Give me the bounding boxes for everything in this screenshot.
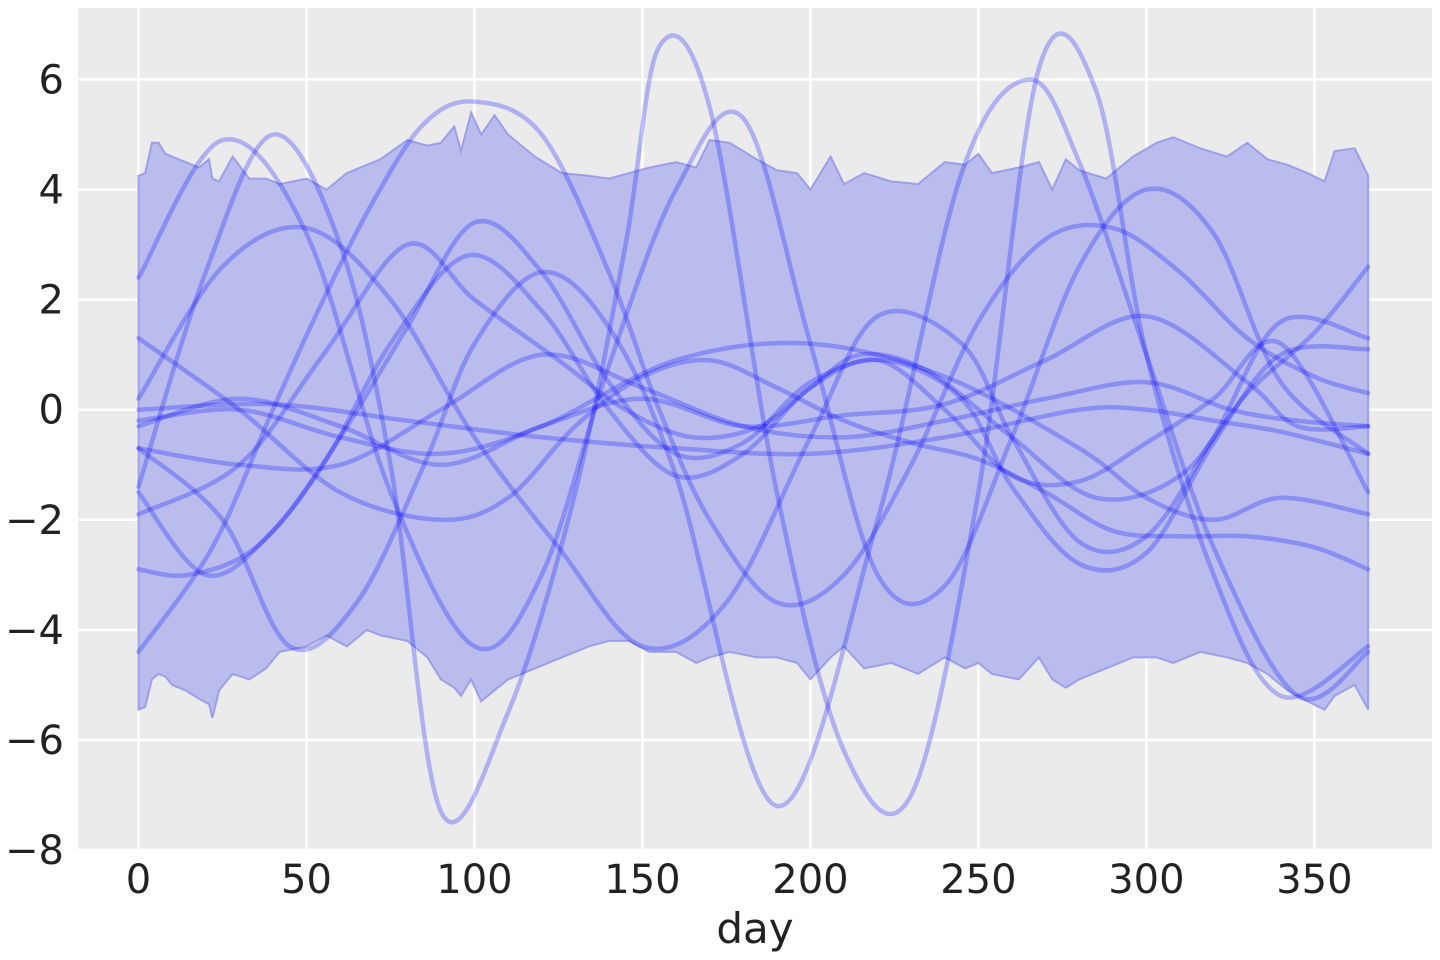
y-tick-label-1: 4 [39,168,64,214]
series-line-5 [136,335,1371,572]
series-line-9 [136,352,1371,472]
series-line-1 [136,99,1371,655]
x-tick-label-2: 100 [436,857,512,903]
x-tick-label-3: 150 [604,857,680,903]
y-tick-label-2: 2 [39,278,64,324]
y-tick-label-7: −8 [5,828,64,874]
tick-labels: 0 50 100 150 200 250 300 350 6 4 2 0 −2 −4 −6 −8 [5,58,1353,903]
series-line-4 [136,224,1371,651]
series-line-3 [136,77,1371,809]
series-line-6 [136,218,1371,578]
x-axis-label: day [716,904,793,953]
y-tick-label-5: −4 [5,608,64,654]
series-line-10 [136,241,1371,517]
x-tick-label-6: 300 [1108,857,1184,903]
series-line-7 [136,252,1371,578]
series-line-0 [136,109,1371,652]
x-tick-label-7: 350 [1276,857,1352,903]
x-tick-label-4: 200 [772,857,848,903]
series-line-2 [136,31,1371,825]
y-tick-label-3: 0 [39,388,64,434]
band-area [137,109,1370,719]
y-tick-label-6: −6 [5,718,64,764]
series-line-12 [136,401,1371,457]
x-tick-label-5: 250 [940,857,1016,903]
y-tick-label-0: 6 [39,58,64,104]
series-line-11 [136,340,1371,523]
x-tick-label-0: 0 [126,857,151,903]
sample-series [136,31,1371,825]
uncertainty-band [137,109,1370,719]
x-tick-label-1: 50 [281,857,332,903]
y-tick-label-4: −2 [5,498,64,544]
series-line-8 [136,313,1371,468]
